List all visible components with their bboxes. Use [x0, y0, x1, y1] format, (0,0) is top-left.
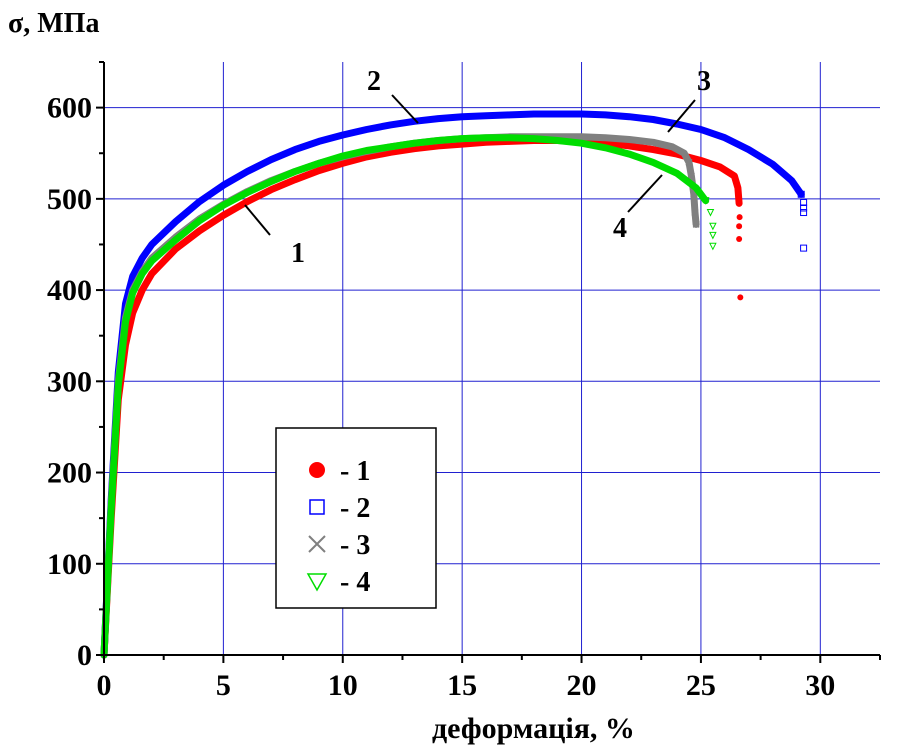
series-layer — [100, 110, 808, 659]
series-1-point — [736, 235, 743, 242]
series-2-point — [797, 190, 805, 198]
legend-label-4: - 4 — [340, 567, 370, 598]
y-tick-label: 200 — [47, 457, 92, 490]
x-tick-label: 5 — [216, 669, 231, 702]
series-4 — [100, 134, 717, 659]
x-tick-label: 10 — [328, 669, 358, 702]
series-2-point — [800, 209, 808, 217]
series-1-curve — [100, 137, 743, 659]
series-3-point — [685, 158, 693, 166]
series-4-curve — [100, 134, 710, 659]
legend-marker-1 — [309, 462, 325, 478]
x-tick-label: 25 — [686, 669, 716, 702]
series-1-point — [736, 214, 743, 221]
series-4-point — [709, 231, 717, 240]
x-tick-label: 15 — [447, 669, 477, 702]
curve-labels: 1 2 3 4 — [244, 66, 711, 269]
curve-label-leader-2 — [391, 94, 419, 124]
curve-label-leader-4 — [627, 174, 663, 213]
series-1-point — [736, 200, 743, 207]
y-tick-label: 100 — [47, 548, 92, 581]
series-4-point — [706, 209, 715, 217]
series-4-point — [701, 197, 710, 205]
series-3-point — [691, 209, 699, 217]
legend-label-3: - 3 — [340, 530, 370, 561]
grid — [104, 62, 880, 655]
legend-label-2: - 2 — [340, 493, 370, 524]
y-tick-label: 300 — [47, 365, 92, 398]
series-3-point — [692, 220, 700, 228]
legend-marker-2 — [309, 499, 325, 515]
x-tick-label: 20 — [567, 669, 597, 702]
y-axis-label: σ, МПа — [8, 8, 100, 39]
y-tick-label: 500 — [47, 183, 92, 216]
series-1-point — [736, 223, 743, 230]
curve-label-3: 3 — [697, 66, 711, 97]
x-tick-label: 30 — [805, 669, 835, 702]
y-tick-label: 0 — [77, 639, 92, 672]
series-2-point — [800, 198, 808, 206]
curve-label-leader-3 — [667, 99, 696, 133]
series-2-point — [800, 204, 808, 212]
y-tick-label: 400 — [47, 274, 92, 307]
legend: - 1 - 2 - 3 - 4 — [275, 427, 437, 609]
series-1 — [100, 137, 744, 659]
curve-label-1: 1 — [291, 238, 305, 269]
series-2 — [100, 110, 808, 659]
series-3-point — [687, 172, 695, 180]
curve-label-2: 2 — [367, 66, 381, 97]
series-4-point — [709, 222, 717, 231]
series-4-point — [709, 242, 717, 251]
series-2-point — [800, 244, 808, 252]
legend-box — [275, 427, 437, 609]
legend-marker-3 — [308, 535, 326, 553]
axes — [103, 62, 880, 656]
series-1-point — [737, 294, 744, 301]
series-2-curve — [100, 110, 805, 659]
curve-label-leader-1 — [244, 204, 271, 236]
curve-label-4: 4 — [613, 213, 627, 244]
y-tick-label: 600 — [47, 92, 92, 125]
x-tick-label: 0 — [97, 669, 112, 702]
legend-marker-4 — [306, 573, 328, 592]
legend-label-1: - 1 — [340, 456, 370, 487]
x-axis-label: деформація, % — [432, 712, 635, 745]
